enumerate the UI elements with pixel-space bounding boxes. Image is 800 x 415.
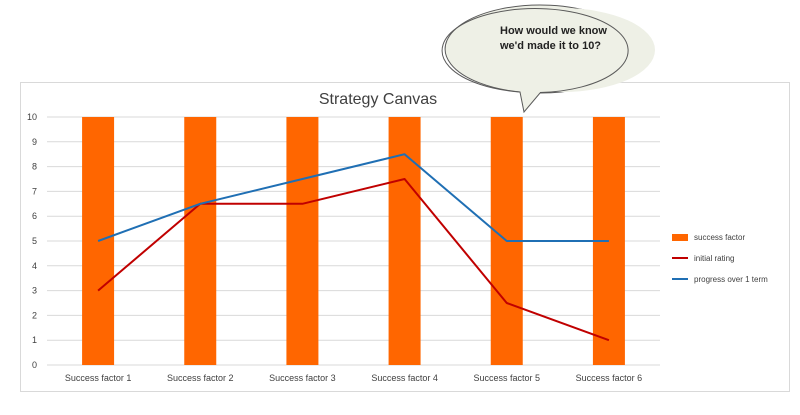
y-tick-label: 4 <box>32 261 37 271</box>
y-tick-label: 0 <box>32 360 37 370</box>
x-tick-label: Success factor 3 <box>269 373 336 383</box>
bar-success-factor-4 <box>388 117 421 365</box>
legend-label-initial-rating: initial rating <box>694 254 734 263</box>
bar-success-factor-3 <box>286 117 319 365</box>
y-axis-tick-labels: 0 1 2 3 4 5 6 7 8 9 10 <box>27 112 37 370</box>
bar-success-factor-2 <box>184 117 217 365</box>
speech-bubble-fill <box>469 8 655 92</box>
x-tick-label: Success factor 5 <box>473 373 540 383</box>
speech-bubble-outline <box>441 8 629 93</box>
y-tick-label: 9 <box>32 137 37 147</box>
x-tick-label: Success factor 4 <box>371 373 438 383</box>
legend-swatch-success-factor <box>672 234 688 241</box>
line-progress-over-1-term <box>97 153 609 242</box>
y-tick-label: 3 <box>32 286 37 296</box>
y-tick-label: 6 <box>32 211 37 221</box>
line-initial-rating <box>97 178 610 342</box>
legend-label-progress-over-1-term: progress over 1 term <box>694 275 768 284</box>
chart-title: Strategy Canvas <box>319 91 437 108</box>
legend-label-success-factor: success factor <box>694 233 745 242</box>
y-tick-label: 1 <box>32 335 37 345</box>
speech-bubble-callout: How would we know we'd made it to 10? <box>441 4 655 114</box>
y-tick-label: 10 <box>27 112 37 122</box>
x-tick-label: Success factor 1 <box>65 373 132 383</box>
x-tick-label: Success factor 2 <box>167 373 234 383</box>
y-tick-label: 8 <box>32 162 37 172</box>
legend: success factor initial rating progress ove… <box>672 233 768 284</box>
x-tick-label: Success factor 6 <box>576 373 643 383</box>
y-tick-label: 7 <box>32 186 37 196</box>
callout-line-1: How would we know <box>500 25 607 37</box>
y-tick-label: 2 <box>32 310 37 320</box>
y-tick-label: 5 <box>32 236 37 246</box>
callout-line-2: we'd made it to 10? <box>499 40 601 52</box>
line-series <box>97 153 610 342</box>
x-axis-tick-labels: Success factor 1 Success factor 2 Success … <box>65 373 642 383</box>
